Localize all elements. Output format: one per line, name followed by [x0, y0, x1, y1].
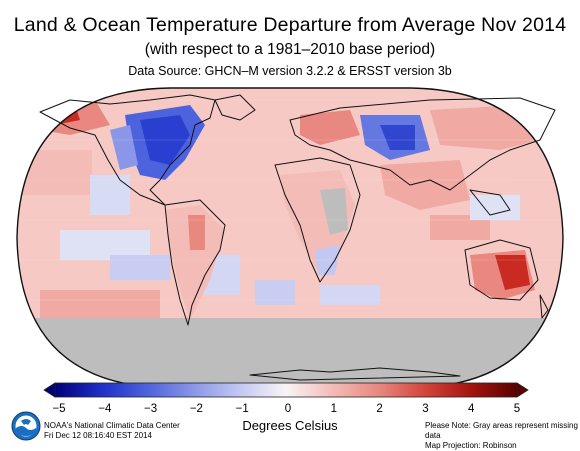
colorbar-tick-label: −2	[189, 403, 203, 415]
colorbar	[43, 382, 529, 398]
coastlines	[39, 94, 556, 381]
data-source: Data Source: GHCN–M version 3.2.2 & ERSS…	[128, 64, 452, 78]
globe-fill	[17, 88, 563, 388]
footer-org: NOAA's National Climatic Data Center	[44, 421, 180, 430]
map-subtitle: (with respect to a 1981–2010 base period…	[144, 41, 436, 58]
colorbar-tick-label: 3	[422, 403, 429, 415]
footer-projection: Map Projection: Robinson	[425, 441, 517, 450]
colorbar-tick-label: 0	[284, 403, 292, 415]
colorbar-tick-label: 5	[513, 403, 521, 415]
footer-left: NOAA's National Climatic Data Center Fri…	[44, 421, 180, 441]
colorbar-label: Degrees Celsius	[242, 418, 338, 433]
colorbar-tick-label: 2	[376, 403, 383, 415]
footer-right: Please Note: Gray areas represent missin…	[425, 421, 580, 451]
colorbar-tick-label: −5	[52, 403, 66, 415]
map-title: Land & Ocean Temperature Departure from …	[13, 14, 567, 36]
colorbar-tick-label: −1	[235, 403, 249, 415]
colorbar-tick-label: 1	[330, 403, 337, 415]
colorbar-tick-label: −4	[98, 403, 112, 415]
colorbar-tick-label: 4	[467, 403, 475, 415]
footer-note: Please Note: Gray areas represent missin…	[425, 421, 578, 440]
footer-date: Fri Dec 12 08:16:40 EST 2014	[44, 431, 152, 440]
colorbar-tick-label: −3	[144, 403, 158, 415]
noaa-logo	[11, 411, 41, 441]
